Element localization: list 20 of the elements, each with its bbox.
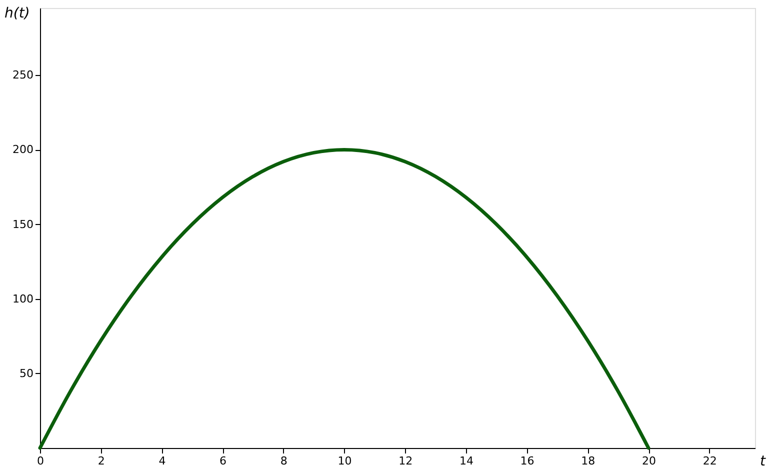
x-tick-label: 12 — [398, 454, 413, 468]
y-tick-label: 250 — [12, 68, 34, 82]
x-tick-label: 2 — [98, 454, 105, 468]
x-tick-label: 10 — [338, 454, 352, 468]
y-tick-label: 50 — [20, 366, 34, 380]
x-tick-label: 6 — [220, 454, 227, 468]
y-tick-label: 150 — [12, 218, 34, 231]
line-series — [38, 148, 650, 450]
x-tick-label: 22 — [702, 454, 717, 468]
x-tick-label: 8 — [280, 454, 288, 468]
y-tick-label: 100 — [12, 292, 34, 306]
y-tick-label: 200 — [12, 143, 34, 156]
x-tick-label: 14 — [459, 454, 474, 468]
x-tick-label: 16 — [520, 454, 534, 468]
x-tick-label: 0 — [37, 454, 44, 468]
x-axis-title: t — [760, 454, 766, 470]
y-axis-title: h(t) — [4, 6, 30, 22]
x-tick-label: 4 — [158, 454, 166, 468]
x-tick-label: 18 — [581, 454, 596, 468]
x-tick-label: 20 — [642, 454, 656, 468]
